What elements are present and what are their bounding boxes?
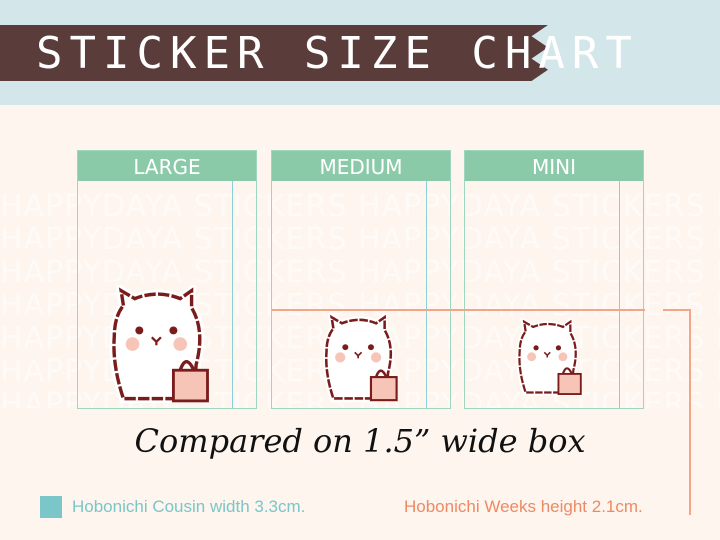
legend-cousin: Hobonichi Cousin width 3.3cm. — [40, 496, 305, 518]
panda-sticker-medium — [316, 313, 402, 407]
panel-label: MEDIUM — [272, 151, 450, 181]
cousin-width-line — [231, 181, 233, 408]
weeks-height-line — [663, 309, 690, 311]
legend-cousin-text: Hobonichi Cousin width 3.3cm. — [72, 497, 306, 516]
weeks-height-line — [272, 309, 645, 311]
panel-medium: MEDIUM — [271, 150, 451, 409]
cousin-swatch — [40, 496, 62, 518]
caption: Compared on 1.5” wide box — [134, 422, 586, 460]
cousin-width-line — [425, 181, 427, 408]
panel-large: LARGE — [77, 150, 257, 409]
panel-label: MINI — [465, 151, 643, 181]
title-ribbon — [0, 25, 548, 81]
panel-label: LARGE — [78, 151, 256, 181]
legend-weeks: Hobonichi Weeks height 2.1cm. — [404, 497, 643, 516]
panda-sticker-mini — [510, 318, 586, 400]
weeks-height-line — [689, 309, 691, 515]
panel-mini: MINI — [464, 150, 644, 409]
cousin-width-line — [618, 181, 620, 408]
panda-sticker-large — [109, 285, 209, 404]
page-title: STICKER SIZE CHART — [36, 28, 639, 79]
